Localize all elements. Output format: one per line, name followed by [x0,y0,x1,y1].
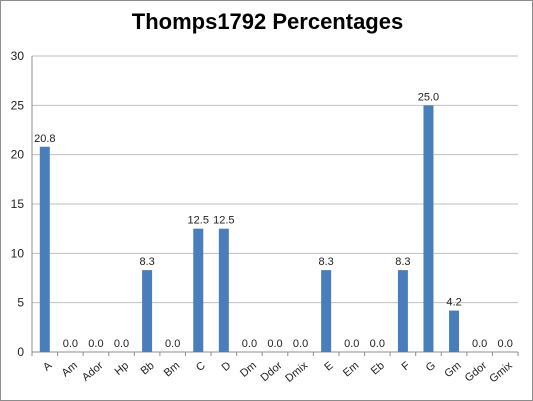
data-label: 8.3 [395,256,410,268]
bar [39,146,50,352]
x-tick-label: Ddor [259,359,285,384]
data-label: 0.0 [114,338,129,350]
bar [321,270,332,352]
bar [142,270,153,352]
data-label: 0.0 [165,338,180,350]
data-label: 0.0 [498,338,513,350]
x-tick-label: A [41,359,55,373]
data-label: 0.0 [293,338,308,350]
y-tick-label: 25 [11,98,25,112]
x-tick-label: Eb [369,360,387,378]
y-tick-label: 5 [17,296,24,310]
data-label: 0.0 [267,338,282,350]
data-label: 0.0 [242,338,257,350]
data-label: 0.0 [88,338,103,350]
x-tick-label: Em [341,360,361,380]
bar [449,310,460,352]
x-tick-label: Hp [113,360,131,378]
y-tick-label: 15 [11,197,25,211]
data-label: 4.2 [446,297,461,309]
x-tick-label: Ador [80,359,106,383]
chart-title: Thomps1792 Percentages [131,9,404,34]
x-tick-label: Dmix [283,359,310,385]
x-tick-label: Gdor [463,359,490,384]
data-label: 20.8 [34,133,55,145]
x-tick-label: Gmix [487,359,515,385]
data-label: 12.5 [188,215,209,227]
x-tick-label: Bb [139,360,157,378]
data-label: 8.3 [319,256,334,268]
data-label: 0.0 [63,338,78,350]
y-tick-label: 20 [11,148,25,162]
bar [218,228,229,352]
x-tick-label: C [194,360,208,374]
data-label: 12.5 [213,215,234,227]
x-tick-label: Gm [442,360,463,381]
data-label: 25.0 [418,91,439,103]
x-tick-label: D [220,360,234,374]
bar [423,105,434,352]
x-tick-label: Am [60,360,80,380]
bar [193,228,204,352]
x-tick-label: F [400,359,413,373]
x-tick-label: Bm [162,360,182,380]
data-label: 8.3 [139,256,154,268]
x-tick-label: Dm [238,360,259,380]
data-label: 0.0 [370,338,385,350]
data-label: 0.0 [472,338,487,350]
x-tick-label: G [424,360,438,375]
data-label: 0.0 [344,338,359,350]
bar [397,270,408,352]
y-tick-label: 30 [11,49,25,63]
y-tick-label: 10 [11,246,25,260]
x-tick-label: E [322,360,335,374]
y-tick-label: 0 [17,345,24,359]
